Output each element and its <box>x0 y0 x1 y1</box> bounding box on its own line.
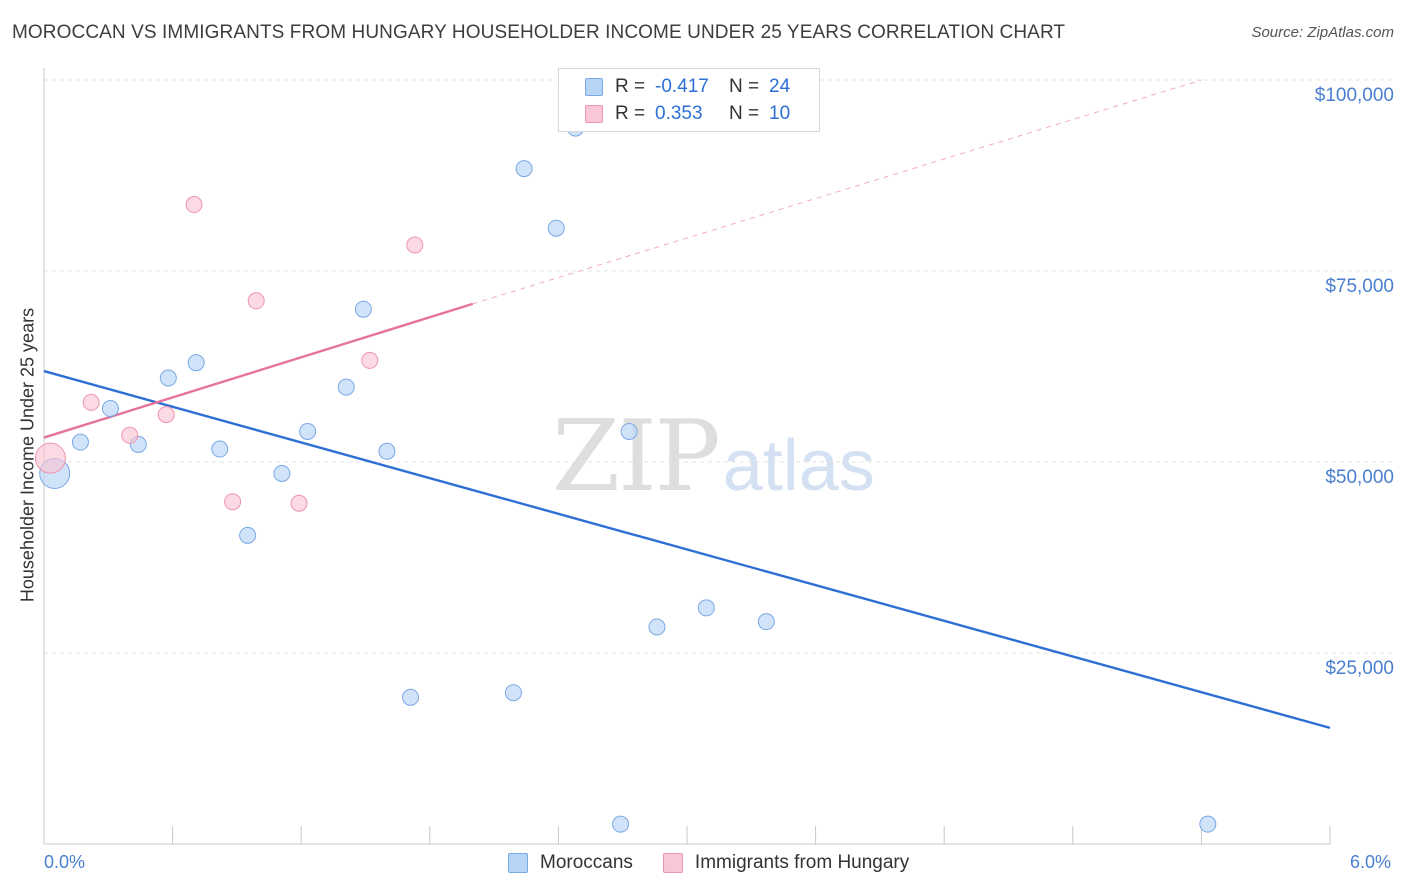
data-point-series0-11 <box>354 300 372 318</box>
legend-row-hungary: R = 0.353 N = 10 <box>585 102 790 126</box>
data-point-series0-8 <box>273 464 291 482</box>
data-point-series0-16 <box>547 219 565 237</box>
data-point-series1-2 <box>121 426 139 444</box>
y-tick-label-25000: $25,000 <box>1325 658 1394 679</box>
legend-swatch-hungary <box>585 105 603 123</box>
data-point-series0-1 <box>71 433 89 451</box>
data-point-series0-15 <box>515 160 533 178</box>
legend-swatch-moroccans <box>585 78 603 96</box>
legend-label-hungary: Immigrants from Hungary <box>694 852 910 873</box>
trend-line-0 <box>43 369 1331 730</box>
y-tick-label-100000: $100,000 <box>1314 85 1394 106</box>
data-point-series1-0 <box>34 442 66 474</box>
trend-lines <box>43 79 1331 730</box>
data-point-series0-6 <box>211 440 229 458</box>
legend-swatch-moroccans <box>508 853 528 873</box>
legend-r-value: -0.417 <box>655 76 709 97</box>
legend-r-label: R = <box>615 76 646 97</box>
data-point-series1-9 <box>406 236 424 254</box>
data-point-series1-1 <box>82 393 100 411</box>
data-point-series1-7 <box>290 494 308 512</box>
data-point-series0-14 <box>504 684 522 702</box>
legend-row-moroccans: R = -0.417 N = 24 <box>585 75 790 99</box>
chart-title: MOROCCAN VS IMMIGRANTS FROM HUNGARY HOUS… <box>12 22 1066 43</box>
legend-n-value: 24 <box>769 76 791 97</box>
trend-line-1 <box>43 302 474 439</box>
data-point-series1-3 <box>157 406 175 424</box>
data-point-series0-21 <box>697 599 715 617</box>
legend-item-moroccans[interactable]: Moroccans <box>508 852 633 874</box>
source-label: Source: ZipAtlas.com <box>1251 24 1394 41</box>
x-tick-label-min: 0.0% <box>44 852 86 872</box>
y-axis-label: Householder Income Under 25 years <box>17 307 38 603</box>
data-point-series0-2 <box>101 400 119 418</box>
data-point-series0-19 <box>620 422 638 440</box>
data-point-series0-4 <box>159 369 177 387</box>
data-point-series0-18 <box>612 815 630 833</box>
data-point-series1-4 <box>185 196 203 214</box>
data-point-series1-5 <box>224 493 242 511</box>
data-point-series0-13 <box>402 688 420 706</box>
legend-swatch-hungary <box>662 853 683 873</box>
data-points <box>34 119 1217 833</box>
legend-n-value: 10 <box>769 103 791 124</box>
legend-r-label: R = <box>615 103 646 124</box>
data-point-series0-10 <box>337 378 355 396</box>
axes <box>43 68 1331 845</box>
grid-lines <box>44 79 1395 654</box>
data-point-series0-7 <box>239 526 257 544</box>
series-legend: Moroccans Immigrants from Hungary <box>508 852 939 874</box>
data-point-series1-6 <box>247 292 265 310</box>
trend-line-dashed-1 <box>472 79 1202 305</box>
data-point-series0-20 <box>648 618 666 636</box>
data-point-series0-5 <box>187 354 205 372</box>
y-tick-label-75000: $75,000 <box>1325 276 1394 297</box>
x-tick-label-max: 6.0% <box>1350 852 1392 872</box>
legend-label-moroccans: Moroccans <box>540 852 633 873</box>
legend-n-label: N = <box>729 76 760 97</box>
legend-item-hungary[interactable]: Immigrants from Hungary <box>662 852 910 874</box>
data-point-series0-9 <box>299 422 317 440</box>
data-point-series1-8 <box>361 351 379 369</box>
y-tick-label-50000: $50,000 <box>1325 467 1394 488</box>
legend-n-label: N = <box>729 103 760 124</box>
data-point-series0-12 <box>378 442 396 460</box>
data-point-series0-23 <box>1199 815 1217 833</box>
correlation-legend: R = -0.417 N = 24 R = 0.353 N = 10 <box>558 68 820 132</box>
legend-r-value: 0.353 <box>655 103 703 124</box>
data-point-series0-22 <box>757 613 775 631</box>
